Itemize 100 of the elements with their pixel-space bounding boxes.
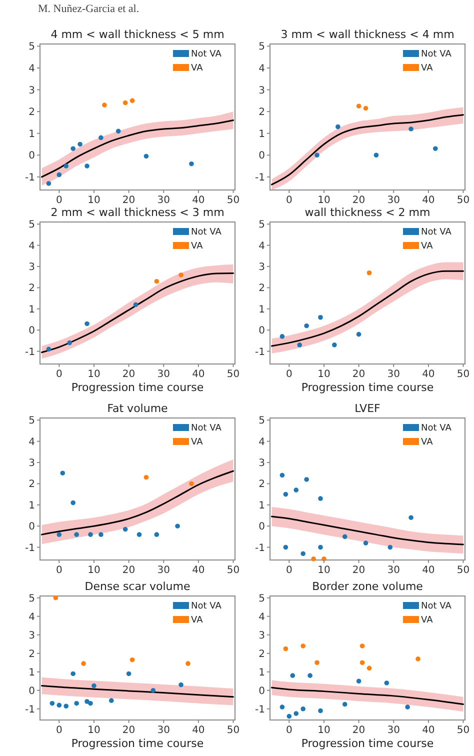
point xyxy=(280,472,285,478)
line-series xyxy=(40,272,234,354)
x-tick-label: 30 xyxy=(157,565,170,576)
point xyxy=(366,666,372,671)
y-tick-label: 1 xyxy=(28,304,35,316)
chart-title: Border zone volume xyxy=(312,580,424,593)
legend-label: VA xyxy=(421,64,434,74)
line-series xyxy=(40,120,234,178)
point xyxy=(102,102,107,108)
y-tick-label: 0 xyxy=(258,522,265,533)
x-tick-label: 20 xyxy=(122,195,136,206)
y-tick-label: 3 xyxy=(258,262,265,274)
point xyxy=(318,708,323,714)
point xyxy=(332,342,337,348)
point xyxy=(189,481,194,486)
legend-label: Not VA xyxy=(191,602,222,612)
y-tick-label: 3 xyxy=(28,458,35,470)
point xyxy=(416,656,420,662)
point xyxy=(144,154,149,159)
y-tick-label: 1 xyxy=(258,500,265,512)
point xyxy=(50,700,55,706)
y-tick-label: 2 xyxy=(258,479,265,490)
point xyxy=(78,142,82,147)
point xyxy=(318,496,323,501)
y-tick-label: 0 xyxy=(258,686,265,697)
y-tick-label: 3 xyxy=(258,85,265,96)
y-tick-label: 1 xyxy=(28,667,35,678)
point xyxy=(130,657,135,662)
point xyxy=(314,152,320,158)
y-tick-label: 4 xyxy=(258,436,265,448)
legend-label: VA xyxy=(191,242,204,252)
chart-title: 3 mm < wall thickness < 4 mm xyxy=(280,28,454,41)
point xyxy=(56,172,62,178)
y-tick-label: 1 xyxy=(28,128,35,140)
point xyxy=(126,671,132,676)
y-tick-label: -1 xyxy=(25,542,35,554)
y-tick-label: 5 xyxy=(28,416,35,427)
y-tick-label: 0 xyxy=(28,686,35,697)
legend-label: VA xyxy=(421,242,434,252)
legend-label: Not VA xyxy=(421,228,452,238)
x-tick-label: 0 xyxy=(286,369,292,380)
point xyxy=(189,161,194,166)
x-tick-label: 50 xyxy=(456,725,470,736)
y-tick-label: 3 xyxy=(28,85,35,96)
y-tick-label: -1 xyxy=(255,542,265,554)
point xyxy=(46,181,52,186)
point xyxy=(286,714,292,719)
chart-title: 4 mm < wall thickness < 5 mm xyxy=(50,28,224,41)
y-tick-label: 3 xyxy=(28,630,35,642)
point xyxy=(175,524,180,528)
point xyxy=(81,661,86,666)
point xyxy=(318,314,323,320)
x-tick-label: 20 xyxy=(122,369,136,380)
point xyxy=(356,332,362,337)
x-tick-label: 50 xyxy=(456,369,470,380)
point xyxy=(297,342,302,348)
point xyxy=(388,544,393,550)
x-tick-label: 50 xyxy=(456,195,470,206)
point xyxy=(304,477,309,482)
y-tick-label: 0 xyxy=(28,326,35,337)
y-tick-label: 0 xyxy=(258,150,265,162)
line-series xyxy=(270,686,464,706)
point xyxy=(84,164,90,168)
line-series xyxy=(270,270,464,347)
y-tick-label: 1 xyxy=(258,667,265,678)
x-tick-label: 30 xyxy=(387,369,400,380)
x-tick-label: 50 xyxy=(456,565,470,576)
point xyxy=(290,673,296,678)
x-tick-label: 40 xyxy=(192,565,205,576)
point xyxy=(178,682,184,688)
x-tick-label: 30 xyxy=(157,725,170,736)
y-tick-label: -1 xyxy=(255,346,265,358)
chart-title: Dense scar volume xyxy=(84,580,190,593)
point xyxy=(116,128,121,134)
x-tick-label: 30 xyxy=(387,565,400,576)
point xyxy=(280,334,285,339)
y-tick-label: 1 xyxy=(28,500,35,512)
y-tick-label: 4 xyxy=(28,612,35,623)
text: M. Nuñez-Garcia et al. xyxy=(38,3,140,15)
point xyxy=(360,644,365,648)
point xyxy=(322,556,326,562)
point xyxy=(433,146,438,151)
point xyxy=(336,124,340,130)
point xyxy=(363,106,368,111)
point xyxy=(122,100,128,106)
point xyxy=(84,321,90,326)
point xyxy=(67,340,72,346)
legend-label: Not VA xyxy=(421,424,452,434)
y-tick-label: 5 xyxy=(28,42,35,53)
point xyxy=(92,683,96,688)
x-tick-label: 10 xyxy=(318,369,330,380)
x-tick-label: 20 xyxy=(352,195,366,206)
point xyxy=(70,500,76,506)
point xyxy=(363,540,368,546)
x-tick-label: 50 xyxy=(226,725,240,736)
y-tick-label: 1 xyxy=(258,128,265,140)
x-tick-label: 0 xyxy=(56,369,62,380)
y-tick-label: 4 xyxy=(28,436,35,448)
x-tick-label: 20 xyxy=(122,565,136,576)
y-tick-label: 0 xyxy=(258,326,265,337)
